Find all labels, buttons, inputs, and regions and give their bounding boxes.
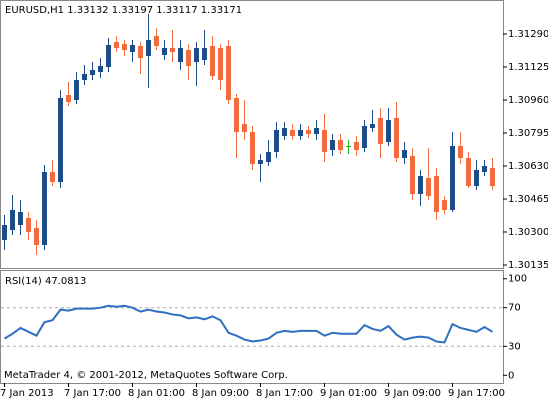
candle-body (418, 176, 423, 194)
y-tick-label: 1.31125 (508, 62, 548, 73)
y-tick-label: 1.30300 (508, 227, 548, 238)
candle-body (362, 126, 367, 148)
y-tick-label: 0 (508, 370, 514, 381)
chart-title: EURUSD,H1 1.33132 1.33197 1.33117 1.3317… (5, 5, 242, 16)
x-tick-label: 8 Jan 09:00 (192, 388, 249, 399)
candle-body (298, 130, 303, 136)
candle-body (66, 95, 71, 102)
candle-body (106, 45, 111, 67)
candle-body (426, 178, 431, 196)
x-tick-label: 9 Jan 01:00 (320, 388, 377, 399)
candle-body (258, 160, 263, 164)
candle-body (154, 36, 159, 46)
candle-body (18, 212, 23, 225)
y-tick-label: 70 (508, 303, 521, 314)
candle-body (50, 172, 55, 182)
candle-body (42, 172, 47, 245)
main-panel (0, 0, 504, 269)
candle-body (170, 48, 175, 52)
candle-body (346, 146, 351, 147)
candle-body (410, 156, 415, 194)
candle-body (442, 200, 447, 210)
candle-body (74, 80, 79, 100)
candle-body (186, 50, 191, 66)
candle-body (450, 146, 455, 210)
candle-body (130, 45, 135, 52)
candle-body (26, 218, 31, 232)
x-tick-label: 8 Jan 01:00 (128, 388, 185, 399)
candle-body (138, 46, 143, 58)
candle-body (2, 225, 7, 240)
candle-body (386, 120, 391, 142)
candle-body (58, 98, 63, 182)
candle-body (434, 176, 439, 212)
y-tick-label: 1.30135 (508, 260, 548, 271)
candle-body (226, 46, 231, 100)
rsi-panel (0, 270, 504, 384)
candle-body (10, 210, 15, 230)
candle-body (266, 152, 271, 162)
candle-body (370, 124, 375, 128)
candle-body (314, 128, 319, 134)
y-tick-label: 1.31290 (508, 29, 548, 40)
candle-body (194, 48, 199, 62)
candle-body (490, 168, 495, 186)
y-tick-label: 1.30465 (508, 194, 548, 205)
y-tick-label: 30 (508, 341, 521, 352)
x-tick-label: 8 Jan 17:00 (256, 388, 313, 399)
x-tick-label: 7 Jan 2013 (0, 388, 54, 399)
rsi-line (3, 304, 494, 344)
candle-body (178, 48, 183, 62)
x-tick-label: 9 Jan 17:00 (448, 388, 505, 399)
candle-body (354, 142, 359, 150)
x-tick-label: 9 Jan 09:00 (384, 388, 441, 399)
candle-body (98, 66, 103, 72)
candle-body (394, 118, 399, 158)
y-tick-label: 1.30960 (508, 95, 548, 106)
x-tick-label: 7 Jan 17:00 (64, 388, 121, 399)
candle-body (82, 74, 87, 80)
candle-body (114, 42, 119, 48)
candle-body (34, 228, 39, 245)
candle-body (330, 140, 335, 150)
candle-body (202, 48, 207, 60)
candle-body (122, 44, 127, 50)
candle-body (242, 124, 247, 132)
candle-body (306, 130, 311, 134)
y-tick-label: 100 (508, 274, 527, 285)
y-tick-label: 1.30795 (508, 128, 548, 139)
candle-body (146, 40, 151, 56)
candle-body (210, 46, 215, 76)
candle-body (474, 170, 479, 186)
candle-body (162, 48, 167, 55)
candle-body (218, 48, 223, 80)
candle-body (458, 146, 463, 158)
candle-body (466, 158, 471, 186)
candle-body (282, 128, 287, 136)
y-tick-label: 1.30630 (508, 161, 548, 172)
candle-body (402, 150, 407, 158)
footer: MetaTrader 4, © 2001-2012, MetaQuotes So… (4, 370, 288, 381)
candle-body (234, 98, 239, 132)
candle-body (482, 166, 487, 172)
candle-body (322, 130, 327, 152)
candle-body (274, 130, 279, 152)
candle-body (90, 70, 95, 75)
rsi-title: RSI(14) 47.0813 (5, 276, 86, 287)
candle-body (290, 130, 295, 136)
candle-body (250, 132, 255, 164)
candle-body (338, 140, 343, 150)
candle-body (378, 118, 383, 144)
